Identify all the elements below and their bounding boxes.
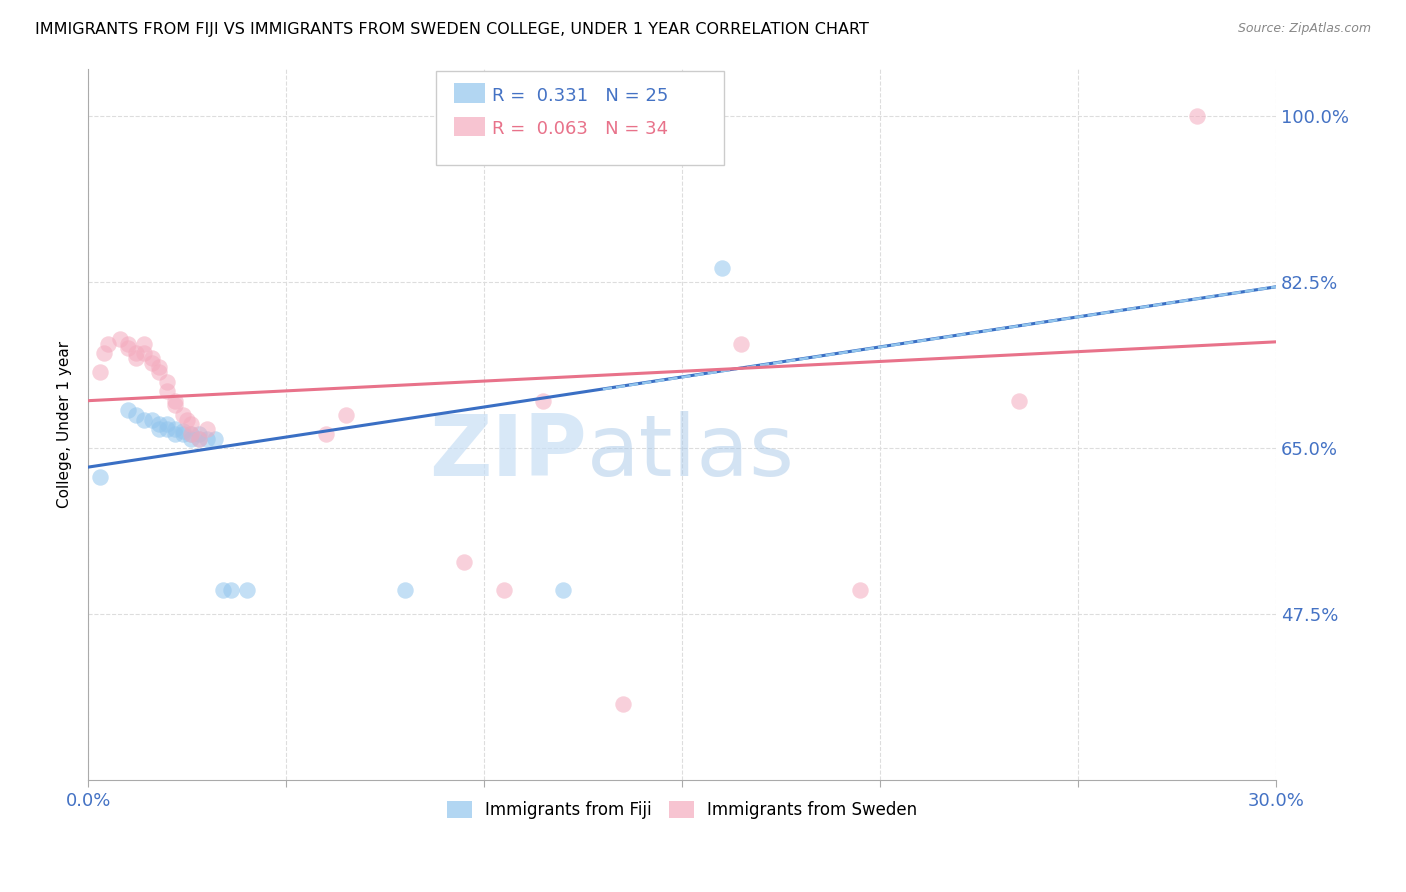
Text: IMMIGRANTS FROM FIJI VS IMMIGRANTS FROM SWEDEN COLLEGE, UNDER 1 YEAR CORRELATION: IMMIGRANTS FROM FIJI VS IMMIGRANTS FROM … bbox=[35, 22, 869, 37]
Point bbox=[124, 351, 146, 365]
Point bbox=[188, 432, 211, 446]
Text: R =  0.331   N = 25: R = 0.331 N = 25 bbox=[492, 87, 668, 104]
Text: Source: ZipAtlas.com: Source: ZipAtlas.com bbox=[1237, 22, 1371, 36]
Point bbox=[141, 356, 163, 370]
Point bbox=[195, 432, 218, 446]
Point bbox=[172, 424, 194, 438]
Point bbox=[710, 260, 733, 275]
Point bbox=[188, 432, 211, 446]
Point bbox=[849, 583, 872, 598]
Point bbox=[148, 422, 170, 436]
Point bbox=[156, 375, 179, 389]
Point bbox=[148, 365, 170, 379]
Point bbox=[235, 583, 257, 598]
Point bbox=[492, 583, 515, 598]
Y-axis label: College, Under 1 year: College, Under 1 year bbox=[58, 341, 72, 508]
Point bbox=[132, 346, 155, 360]
Point bbox=[89, 469, 111, 483]
Point bbox=[132, 336, 155, 351]
Point bbox=[612, 698, 634, 712]
Text: ZIP: ZIP bbox=[429, 411, 588, 494]
Point bbox=[176, 412, 198, 426]
Point bbox=[1185, 109, 1208, 123]
Point bbox=[394, 583, 416, 598]
Point bbox=[124, 346, 146, 360]
Point bbox=[180, 432, 202, 446]
Point bbox=[93, 346, 115, 360]
Point bbox=[533, 393, 555, 408]
Point bbox=[141, 412, 163, 426]
Point bbox=[1007, 393, 1029, 408]
Point bbox=[132, 412, 155, 426]
Point bbox=[172, 408, 194, 422]
Point bbox=[211, 583, 233, 598]
Point bbox=[172, 426, 194, 441]
Point bbox=[117, 403, 139, 417]
Point bbox=[156, 384, 179, 399]
Point bbox=[219, 583, 242, 598]
Point bbox=[156, 422, 179, 436]
Point bbox=[315, 426, 337, 441]
Point bbox=[553, 583, 575, 598]
Point bbox=[180, 426, 202, 441]
Point bbox=[141, 351, 163, 365]
Point bbox=[165, 399, 187, 413]
Point bbox=[165, 422, 187, 436]
Point bbox=[204, 432, 226, 446]
Text: atlas: atlas bbox=[588, 411, 794, 494]
Point bbox=[117, 342, 139, 356]
Point bbox=[165, 426, 187, 441]
Point bbox=[195, 422, 218, 436]
Point bbox=[180, 417, 202, 432]
Point bbox=[89, 365, 111, 379]
Legend: Immigrants from Fiji, Immigrants from Sweden: Immigrants from Fiji, Immigrants from Sw… bbox=[440, 794, 924, 825]
Point bbox=[180, 426, 202, 441]
Point bbox=[730, 336, 752, 351]
Point bbox=[124, 408, 146, 422]
Point bbox=[156, 417, 179, 432]
Point bbox=[148, 360, 170, 375]
Point bbox=[97, 336, 120, 351]
Point bbox=[188, 426, 211, 441]
Text: R =  0.063   N = 34: R = 0.063 N = 34 bbox=[492, 120, 668, 138]
Point bbox=[148, 417, 170, 432]
Point bbox=[453, 555, 475, 569]
Point bbox=[165, 393, 187, 408]
Point bbox=[108, 332, 131, 346]
Point bbox=[117, 336, 139, 351]
Point bbox=[335, 408, 357, 422]
